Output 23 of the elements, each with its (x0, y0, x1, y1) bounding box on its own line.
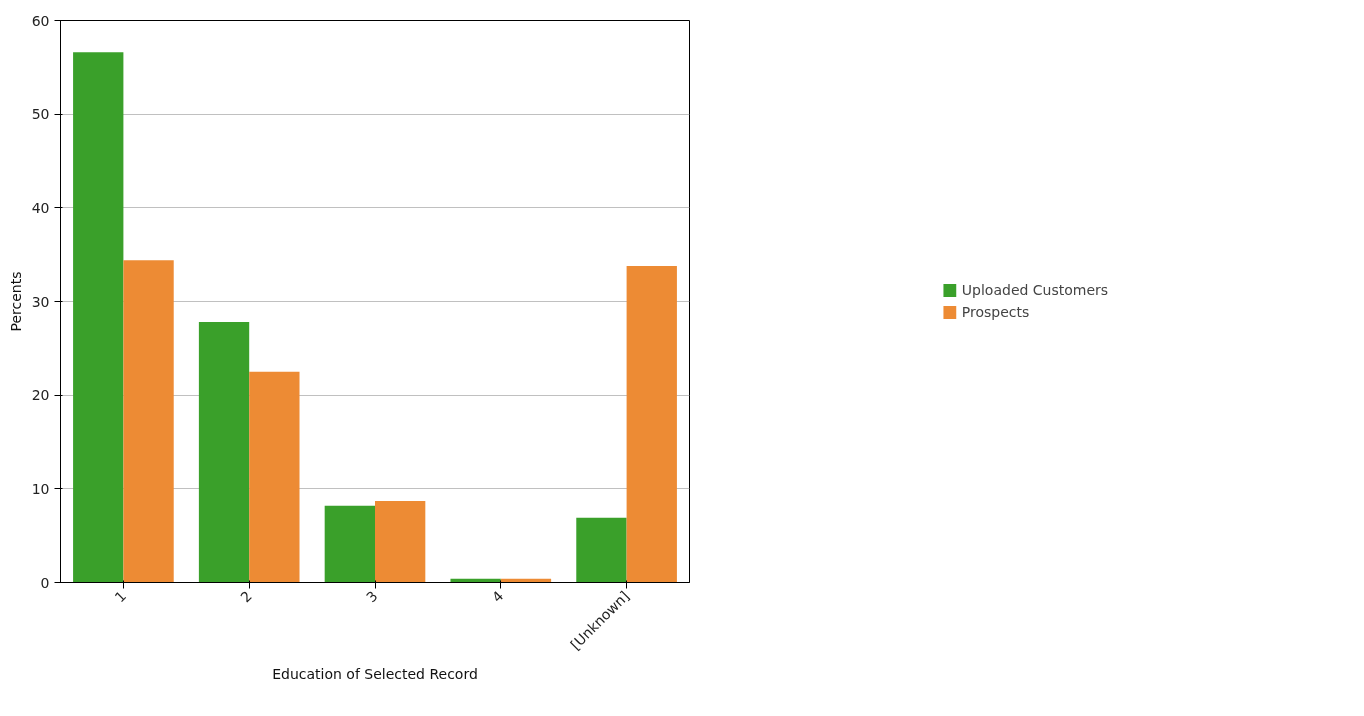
y-tick-label: 60 (31, 12, 50, 29)
x-tick-label: 4 (488, 587, 507, 606)
y-tick-label: 40 (31, 199, 50, 216)
bar (249, 371, 300, 583)
x-tick-label: 2 (237, 587, 255, 606)
bar (73, 52, 124, 583)
legend-label: Uploaded Customers (961, 282, 1109, 298)
x-tick-label: 3 (363, 587, 381, 606)
bar (198, 322, 250, 583)
x-axis-title: Education of Selected Record (272, 666, 478, 683)
bar (123, 260, 174, 583)
y-tick-label: 50 (31, 106, 50, 123)
y-axis-title: Percents (7, 271, 24, 332)
bar (375, 501, 426, 583)
y-tick-label: 0 (40, 574, 50, 591)
bar (626, 265, 677, 583)
y-tick-label: 10 (31, 480, 50, 497)
bar (324, 505, 375, 583)
legend-label: Prospects (961, 304, 1030, 320)
bar (576, 517, 627, 583)
x-tick-label: 1 (111, 587, 130, 606)
y-tick-label: 20 (31, 387, 50, 404)
y-tick-label: 30 (31, 293, 50, 310)
